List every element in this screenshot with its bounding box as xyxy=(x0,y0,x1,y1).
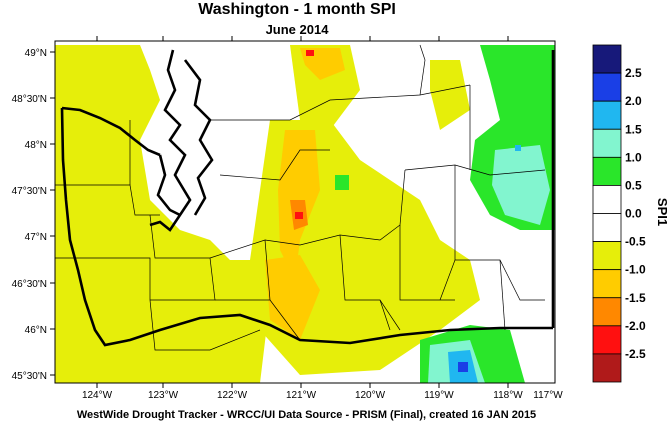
y-tick-label: 47°30'N xyxy=(12,186,47,197)
colorbar-swatch xyxy=(592,269,622,299)
colorbar-swatch xyxy=(592,72,622,102)
x-tick-label: 123°W xyxy=(148,390,179,401)
colorbar-swatch xyxy=(592,353,622,383)
colorbar-swatch xyxy=(592,297,622,327)
y-tick-label: 46°30'N xyxy=(12,279,47,290)
x-tick-label: 120°W xyxy=(355,390,386,401)
colorbar-swatch xyxy=(592,44,622,74)
colorbar-tick-label: 0.5 xyxy=(625,178,642,192)
x-tick-labels: 124°W 123°W 122°W 121°W 120°W 119°W 118°… xyxy=(82,390,563,401)
dry-region-northeast xyxy=(430,60,470,130)
colorbar-tick-label: -1.5 xyxy=(625,291,646,305)
extreme-wet-spot-ne xyxy=(515,145,521,151)
colorbar-tick-label: 1.0 xyxy=(625,150,642,164)
colorbar-swatch xyxy=(592,100,622,130)
data-source-credit: WestWide Drought Tracker - WRCC/UI Data … xyxy=(76,409,537,421)
colorbar-tick-label: 2.5 xyxy=(625,66,642,80)
county-boundaries xyxy=(55,44,546,351)
colorbar-swatch xyxy=(592,213,622,242)
colorbar-tick-label: 1.5 xyxy=(625,122,642,136)
spi-field xyxy=(55,41,555,383)
map-title: Washington - 1 month SPI xyxy=(198,1,396,18)
colorbar-tick-label: 2.0 xyxy=(625,94,642,108)
colorbar-swatch xyxy=(592,325,622,355)
y-tick-label: 46°N xyxy=(25,325,47,336)
colorbar-tick-label: -0.5 xyxy=(625,235,646,249)
colorbar-swatch xyxy=(592,185,622,214)
x-tick-label: 117°W xyxy=(533,390,563,401)
colorbar-tick-label: -1.0 xyxy=(625,263,646,277)
map-frame xyxy=(54,40,556,384)
x-tick-label: 124°W xyxy=(82,390,113,401)
map-subtitle: June 2014 xyxy=(265,22,329,37)
y-tick-labels: 49°N 48°30'N 48°N 47°30'N 47°N 46°30'N 4… xyxy=(12,48,47,382)
colorbar-swatch xyxy=(592,241,622,271)
colorbar-tick-label: -2.0 xyxy=(625,319,646,333)
x-tick-label: 121°W xyxy=(286,390,317,401)
extreme-wet-spot-se xyxy=(458,362,468,372)
x-tick-label: 122°W xyxy=(217,390,248,401)
colorbar-swatch xyxy=(592,156,622,186)
y-tick-label: 48°30'N xyxy=(12,94,47,105)
moderate-dry-yakima xyxy=(265,255,320,340)
x-tick-label: 118°W xyxy=(493,390,523,401)
very-wet-northeast xyxy=(492,145,550,225)
colorbar-swatch xyxy=(592,128,622,158)
y-tick-label: 49°N xyxy=(25,48,47,59)
y-tick-label: 47°N xyxy=(25,232,47,243)
colorbar-tick-label: -2.5 xyxy=(625,347,646,361)
y-tick-label: 45°30'N xyxy=(12,371,47,382)
wet-spot-central xyxy=(335,175,349,190)
spi-colorbar: 2.5 2.0 1.5 1.0 0.5 0.0 -0.5 -1.0 -1.5 -2.0 -2.5 xyxy=(592,44,646,383)
colorbar-label: SPI1 xyxy=(655,198,670,226)
dry-region-west xyxy=(55,45,270,383)
extreme-dry-spot xyxy=(295,212,303,219)
extreme-dry-north xyxy=(306,50,314,56)
y-tick-label: 48°N xyxy=(25,140,47,151)
colorbar-tick-label: 0.0 xyxy=(625,207,642,221)
coastline-state-border xyxy=(60,49,555,347)
x-tick-label: 119°W xyxy=(424,390,454,401)
axis-ticks xyxy=(50,36,509,388)
